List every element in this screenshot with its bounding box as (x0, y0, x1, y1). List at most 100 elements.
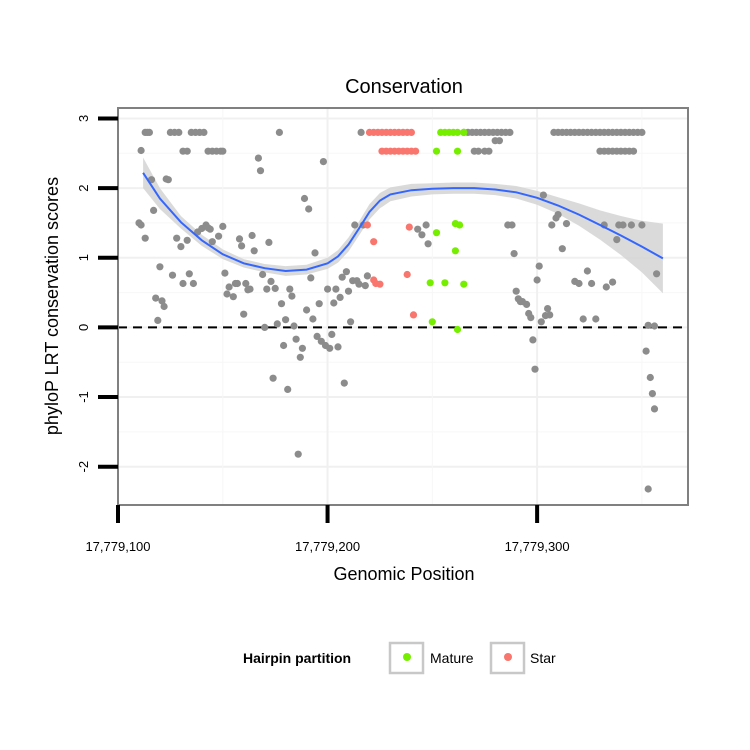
data-point-mature (460, 128, 468, 136)
data-point-mature (428, 318, 436, 326)
data-point-other (233, 279, 241, 288)
data-point-mature (451, 247, 459, 255)
data-point-other (221, 269, 229, 277)
data-point-other (254, 154, 262, 162)
y-axis: -2 -1 0 1 2 3 (76, 115, 118, 472)
data-point-other (347, 318, 355, 326)
data-point-star (412, 147, 420, 155)
data-point-star (376, 280, 384, 288)
data-point-other (336, 293, 344, 301)
legend-label-star: Star (530, 650, 556, 666)
data-point-other (259, 270, 267, 279)
data-point-other (609, 278, 617, 286)
y-axis-label: phyloP LRT conservation scores (42, 177, 62, 435)
data-point-other (183, 147, 191, 155)
data-point-other (298, 344, 306, 352)
data-point-other (326, 344, 334, 352)
data-point-other (250, 247, 258, 255)
data-point-other (300, 194, 309, 203)
data-point-other (280, 341, 288, 350)
data-point-other (223, 290, 231, 298)
data-point-other (523, 300, 531, 308)
data-point-other (277, 300, 286, 308)
data-point-other (282, 316, 290, 324)
data-point-star (403, 270, 411, 279)
data-point-other (265, 238, 273, 246)
data-point-other (575, 279, 583, 288)
data-point-mature (453, 147, 462, 155)
data-point-other (562, 220, 571, 228)
data-point-other (319, 158, 327, 166)
data-point-other (137, 221, 145, 229)
data-point-other (219, 147, 227, 155)
data-point-other (642, 347, 650, 355)
data-point-mature (441, 279, 449, 287)
data-point-other (338, 273, 346, 281)
data-point-other (512, 287, 520, 295)
data-point-other (271, 284, 279, 292)
data-point-other (238, 242, 246, 250)
x-tick-label: 17,779,300 (505, 539, 570, 554)
data-point-other (533, 276, 541, 284)
data-point-other (334, 343, 342, 351)
smooth-curve (142, 172, 664, 273)
data-point-other (546, 311, 554, 319)
data-point-other (644, 485, 652, 493)
data-point-other (340, 379, 348, 387)
data-point-other (261, 323, 269, 331)
data-point-other (137, 146, 145, 155)
data-point-other (219, 222, 227, 230)
legend: Hairpin partition Mature Star (243, 641, 556, 675)
x-tick-label: 17,779,100 (85, 539, 150, 554)
data-point-other (424, 240, 432, 248)
data-point-other (495, 137, 503, 145)
data-point-other (539, 191, 548, 199)
legend-entry-star: Star (489, 641, 556, 675)
x-tick-label: 17,779,200 (295, 539, 360, 554)
data-point-other (267, 277, 275, 285)
legend-marker-star (504, 653, 512, 661)
data-point-other (215, 232, 223, 240)
data-point-star (370, 238, 378, 246)
data-point-other (418, 231, 426, 239)
data-point-other (290, 322, 298, 330)
data-point-other (558, 245, 566, 253)
data-point-other (315, 300, 323, 308)
data-point-other (164, 176, 172, 184)
plot-border (117, 107, 689, 506)
data-point-other (529, 336, 537, 344)
data-point-other (269, 374, 277, 382)
y-tick-label: 3 (76, 115, 91, 122)
data-point-other (294, 450, 302, 458)
data-point-other (650, 405, 659, 413)
data-point-other (286, 285, 294, 293)
data-point-other (588, 279, 596, 288)
data-point-other (351, 221, 359, 229)
data-point-other (305, 205, 313, 213)
data-point-other (240, 310, 248, 318)
data-point-other (330, 299, 338, 307)
data-point-other (183, 236, 191, 244)
data-point-other (175, 128, 183, 136)
data-point-other (644, 321, 652, 329)
data-point-other (248, 231, 256, 240)
data-point-other (414, 225, 422, 233)
data-point-other (648, 390, 657, 398)
data-point-other (638, 221, 646, 229)
smooth-line (142, 172, 664, 273)
x-axis: 17,779,100 17,779,200 17,779,300 (85, 505, 570, 554)
data-point-other (422, 221, 430, 229)
data-point-other (627, 221, 636, 229)
legend-title: Hairpin partition (243, 650, 351, 666)
data-point-other (160, 302, 168, 311)
confidence-ribbon (143, 157, 663, 294)
data-point-other (357, 128, 365, 136)
data-points (135, 128, 661, 493)
data-point-star (409, 311, 418, 319)
data-point-other (638, 128, 646, 136)
data-point-other (332, 285, 340, 293)
legend-marker-mature (403, 653, 411, 661)
data-point-mature (453, 128, 462, 136)
data-point-other (275, 128, 283, 136)
